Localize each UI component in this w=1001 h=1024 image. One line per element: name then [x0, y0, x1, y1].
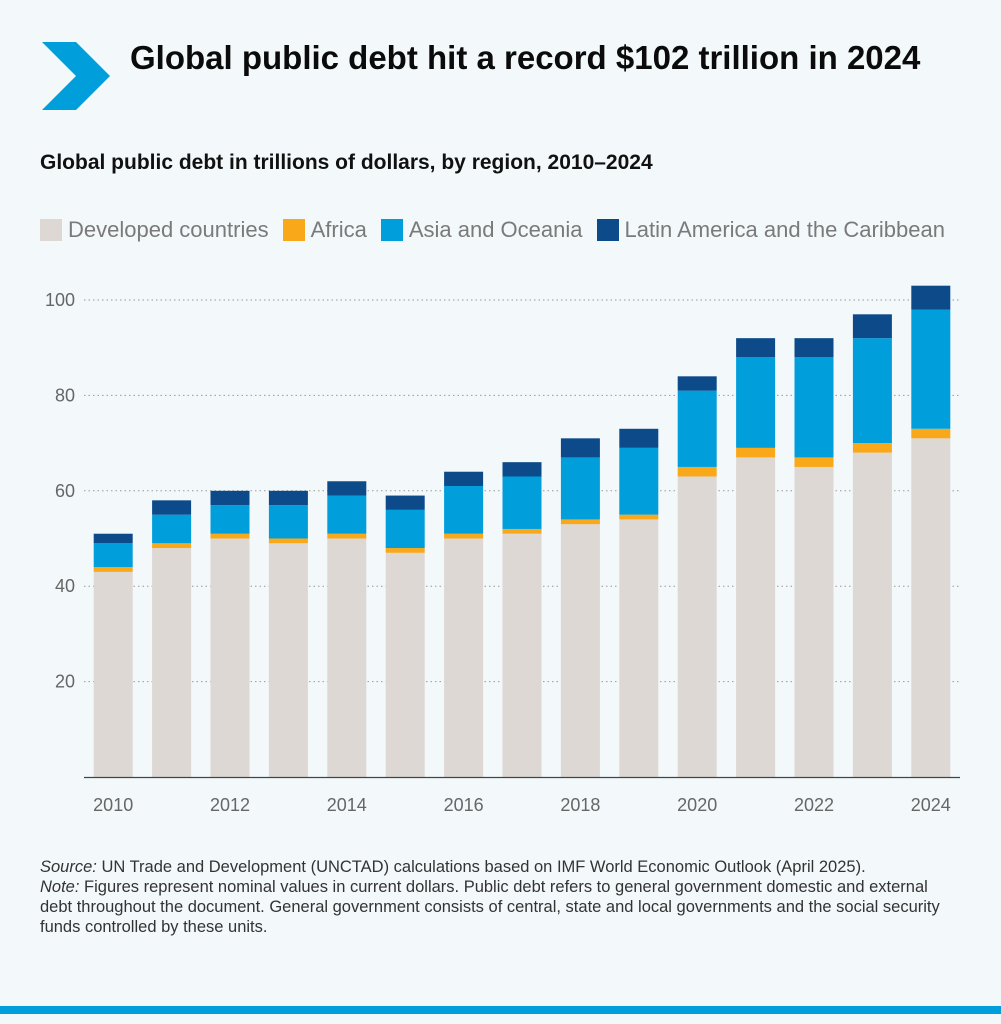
bar-2016-africa — [444, 533, 484, 539]
legend-item-developed: Developed countries — [40, 217, 269, 243]
legend-swatch-latam — [596, 219, 619, 241]
chart-notes: Source: UN Trade and Development (UNCTAD… — [40, 857, 960, 937]
bar-2013-latin-america-and-the-caribbean — [268, 490, 308, 506]
bar-2024-developed-countries — [911, 438, 951, 777]
bar-2022-africa — [794, 457, 834, 467]
bar-2023-africa — [852, 443, 892, 453]
bar-2024-asia-and-oceania — [911, 309, 951, 429]
legend-item-latam: Latin America and the Caribbean — [596, 217, 945, 243]
bar-2011-developed-countries — [152, 548, 192, 777]
bar-2010-latin-america-and-the-caribbean — [93, 533, 133, 544]
bar-2011-africa — [152, 543, 192, 549]
legend-label-africa: Africa — [310, 217, 367, 242]
bar-2013-asia-and-oceania — [268, 505, 308, 539]
chevron-logo-icon — [42, 42, 110, 110]
bar-2019-developed-countries — [619, 519, 659, 777]
legend-label-developed: Developed countries — [68, 217, 269, 242]
bar-2024-africa — [911, 428, 951, 439]
legend-swatch-africa — [282, 219, 305, 241]
bar-2012-latin-america-and-the-caribbean — [210, 490, 250, 506]
x-tick-label-2024: 2024 — [911, 795, 951, 815]
source-text: UN Trade and Development (UNCTAD) calcul… — [96, 858, 866, 876]
bar-2018-latin-america-and-the-caribbean — [560, 438, 600, 458]
bar-2012-africa — [210, 533, 250, 539]
bar-2015-latin-america-and-the-caribbean — [385, 495, 425, 510]
legend-label-asia: Asia and Oceania — [408, 217, 583, 242]
bar-2015-africa — [385, 548, 425, 553]
bar-2019-latin-america-and-the-caribbean — [619, 428, 659, 448]
bar-2024-latin-america-and-the-caribbean — [911, 285, 951, 310]
y-tick-label-20: 20 — [55, 672, 75, 692]
bar-2010-asia-and-oceania — [93, 543, 133, 568]
bar-2017-developed-countries — [502, 533, 542, 777]
bar-2019-asia-and-oceania — [619, 447, 659, 515]
legend-swatch-developed — [40, 219, 62, 241]
bar-2014-africa — [327, 533, 367, 539]
bar-2012-asia-and-oceania — [210, 505, 250, 534]
bar-2020-asia-and-oceania — [677, 390, 717, 467]
legend-swatch-asia — [380, 219, 403, 241]
x-tick-label-2018: 2018 — [560, 795, 600, 815]
bar-2023-latin-america-and-the-caribbean — [852, 314, 892, 339]
bar-2020-latin-america-and-the-caribbean — [677, 376, 717, 391]
bar-2021-africa — [736, 447, 776, 458]
chart-legend: Developed countries Africa Asia and Ocea… — [40, 216, 959, 244]
x-tick-label-2020: 2020 — [677, 795, 717, 815]
y-tick-label-60: 60 — [55, 481, 75, 501]
bar-2021-latin-america-and-the-caribbean — [736, 338, 776, 358]
bar-2017-asia-and-oceania — [502, 476, 542, 529]
bar-2016-asia-and-oceania — [444, 486, 484, 534]
bar-2010-developed-countries — [93, 571, 133, 777]
bar-2023-asia-and-oceania — [852, 338, 892, 444]
bar-2020-africa — [677, 466, 717, 477]
y-tick-label-40: 40 — [55, 576, 75, 596]
stacked-bar-chart: 20 40 60 80 100 2010 2012 2014 2016 2018 2020 2022 2… — [45, 285, 960, 815]
x-tick-label-2012: 2012 — [210, 795, 250, 815]
source-label: Source: — [40, 858, 97, 876]
bar-2021-asia-and-oceania — [736, 357, 776, 448]
x-tick-label-2014: 2014 — [327, 795, 367, 815]
x-tick-label-2016: 2016 — [444, 795, 484, 815]
bar-2011-asia-and-oceania — [152, 514, 192, 544]
bar-2021-developed-countries — [736, 457, 776, 777]
bar-2016-developed-countries — [444, 538, 484, 777]
method-note: Note: Figures represent nominal values i… — [40, 877, 960, 937]
bar-2019-africa — [619, 514, 659, 520]
bar-2014-asia-and-oceania — [327, 495, 367, 534]
bar-2020-developed-countries — [677, 476, 717, 777]
bar-2017-latin-america-and-the-caribbean — [502, 462, 542, 477]
bar-2011-latin-america-and-the-caribbean — [152, 500, 192, 515]
legend-label-latam: Latin America and the Caribbean — [624, 217, 945, 242]
bar-2015-developed-countries — [385, 552, 425, 777]
bar-2015-asia-and-oceania — [385, 509, 425, 549]
bar-2022-latin-america-and-the-caribbean — [794, 338, 834, 358]
bar-2014-latin-america-and-the-caribbean — [327, 481, 367, 496]
bar-2022-asia-and-oceania — [794, 357, 834, 458]
bar-2012-developed-countries — [210, 538, 250, 777]
bar-2022-developed-countries — [794, 466, 834, 777]
legend-item-asia: Asia and Oceania — [380, 217, 583, 243]
bottom-brand-bar — [0, 1006, 1001, 1014]
page-title: Global public debt hit a record $102 tri… — [130, 39, 921, 76]
x-tick-label-2010: 2010 — [93, 795, 133, 815]
legend-item-africa: Africa — [282, 217, 367, 243]
x-tick-label-2022: 2022 — [794, 795, 834, 815]
bar-2018-africa — [560, 519, 600, 525]
bar-2013-developed-countries — [268, 543, 308, 777]
note-text: Figures represent nominal values in curr… — [40, 878, 940, 936]
bar-2018-developed-countries — [560, 524, 600, 777]
chart-subtitle: Global public debt in trillions of dolla… — [40, 151, 653, 174]
bar-2014-developed-countries — [327, 538, 367, 777]
bar-2023-developed-countries — [852, 452, 892, 777]
bar-2018-asia-and-oceania — [560, 457, 600, 520]
bar-2016-latin-america-and-the-caribbean — [444, 471, 484, 487]
note-label: Note: — [40, 878, 80, 896]
bar-2010-africa — [93, 567, 133, 572]
y-tick-label-80: 80 — [55, 385, 75, 405]
source-note: Source: UN Trade and Development (UNCTAD… — [40, 857, 960, 877]
y-tick-label-100: 100 — [45, 290, 75, 310]
bar-2013-africa — [268, 538, 308, 544]
bar-2017-africa — [502, 528, 542, 534]
